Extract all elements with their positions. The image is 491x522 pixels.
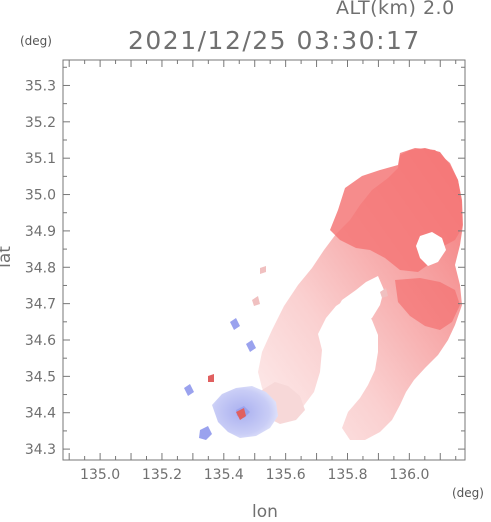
echo-strong-right [395, 278, 460, 330]
y-tick-label: 34.3 [25, 442, 56, 458]
axis-ticks [63, 60, 465, 460]
y-tick-label: 34.4 [25, 406, 56, 422]
y-tick-label: 34.8 [25, 260, 56, 276]
x-unit-label: (deg) [452, 486, 484, 500]
y-tick-label: 35.1 [25, 151, 56, 167]
echo-field [184, 148, 463, 440]
x-tick-label: 135.4 [204, 467, 244, 483]
plot-frame [62, 59, 466, 461]
altitude-label: ALT(km) 2.0 [336, 0, 455, 19]
y-tick-label: 34.5 [25, 369, 56, 385]
y-tick-label: 35.2 [25, 115, 56, 131]
echo-red-speck [208, 374, 246, 420]
x-tick-label: 135.0 [80, 467, 120, 483]
x-tick-label: 135.8 [327, 467, 367, 483]
echo-gap [330, 276, 384, 336]
echo-approach-bits [184, 318, 256, 440]
echo-scatter [252, 266, 388, 306]
x-tick-label: 135.6 [266, 467, 306, 483]
y-tick-label: 34.9 [25, 224, 56, 240]
y-unit-label: (deg) [20, 34, 52, 48]
y-tick-label: 34.7 [25, 297, 56, 313]
echo-gap-2 [416, 232, 446, 266]
timestamp-title: 2021/12/25 03:30:17 [128, 26, 421, 55]
y-tick-label: 35.3 [25, 78, 56, 94]
x-tick-label: 135.2 [142, 467, 182, 483]
x-tick-label: 136.0 [389, 467, 429, 483]
y-tick-label: 34.6 [25, 333, 56, 349]
x-axis-label: lon [252, 502, 278, 522]
y-tick-label: 35.0 [25, 188, 56, 204]
axis-tick-labels: 135.0 135.2 135.4 135.6 135.8 136.0 35.3 35.2 35… [25, 78, 430, 483]
